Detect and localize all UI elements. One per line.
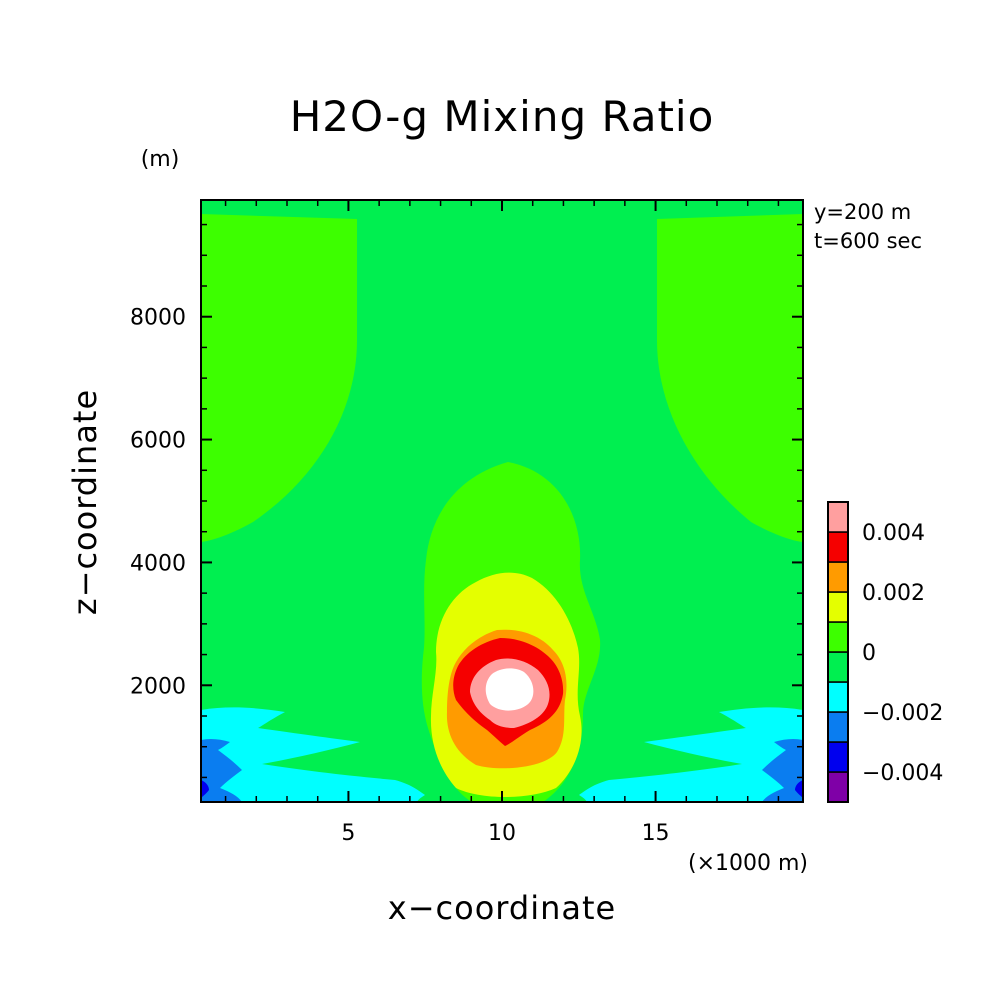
- y-axis-label: z−coordinate: [66, 389, 104, 615]
- annotation-time: t=600 sec: [814, 229, 922, 253]
- colorbar-segment: [827, 621, 849, 653]
- colorbar-segment: [827, 501, 849, 533]
- contour-upper-left-plateau: [201, 214, 357, 542]
- x-tick-label: 15: [642, 821, 670, 846]
- y-tick-label: 4000: [130, 551, 186, 576]
- colorbar-tick-label: 0.004: [862, 521, 925, 546]
- y-tick-label: 2000: [130, 674, 186, 699]
- colorbar-labels: 0.004 0.002 0 −0.002 −0.004: [862, 521, 943, 786]
- x-tick-label: 10: [488, 821, 516, 846]
- x-tick-labels: 5 10 15: [341, 821, 669, 846]
- contour-left-navy-spot: [201, 780, 209, 798]
- x-tick-label: 5: [341, 821, 355, 846]
- y-tick-label: 8000: [130, 306, 186, 331]
- contour-right-blue-strip: [762, 738, 803, 802]
- contour-right-navy-spot: [795, 780, 803, 798]
- colorbar-segment: [827, 591, 849, 623]
- colorbar-tick-label: −0.004: [862, 761, 943, 786]
- contour-left-cyan-wedge: [201, 707, 425, 802]
- contour-right-cyan-wedge: [579, 707, 803, 802]
- colorbar-segment: [827, 711, 849, 743]
- colorbar-segment: [827, 561, 849, 593]
- colorbar-segment: [827, 681, 849, 713]
- colorbar-segment: [827, 531, 849, 563]
- colorbar-frame: [827, 501, 849, 803]
- colorbar: [827, 501, 849, 803]
- major-ticks: [201, 200, 803, 802]
- plot-frame: [200, 199, 804, 803]
- plot-area: [200, 199, 804, 803]
- contour-upper-right-plateau: [657, 214, 803, 542]
- x-unit-label: (×1000 m): [688, 851, 808, 876]
- contour-left-blue-strip: [201, 738, 242, 802]
- colorbar-tick-label: 0.002: [862, 581, 925, 606]
- y-tick-label: 6000: [130, 429, 186, 454]
- contour-fills: [201, 214, 803, 802]
- chart-title: H2O-g Mixing Ratio: [290, 92, 715, 141]
- y-unit-label: (m): [141, 147, 180, 172]
- colorbar-tick-label: 0: [862, 641, 876, 666]
- colorbar-segment: [827, 771, 849, 803]
- contour-central-plume-core: [485, 668, 534, 711]
- colorbar-tick-label: −0.002: [862, 701, 943, 726]
- x-axis-label: x−coordinate: [388, 889, 616, 927]
- annotation-y-position: y=200 m: [814, 200, 911, 224]
- y-tick-labels: 2000 4000 6000 8000: [130, 306, 186, 700]
- colorbar-segment: [827, 651, 849, 683]
- colorbar-segment: [827, 741, 849, 773]
